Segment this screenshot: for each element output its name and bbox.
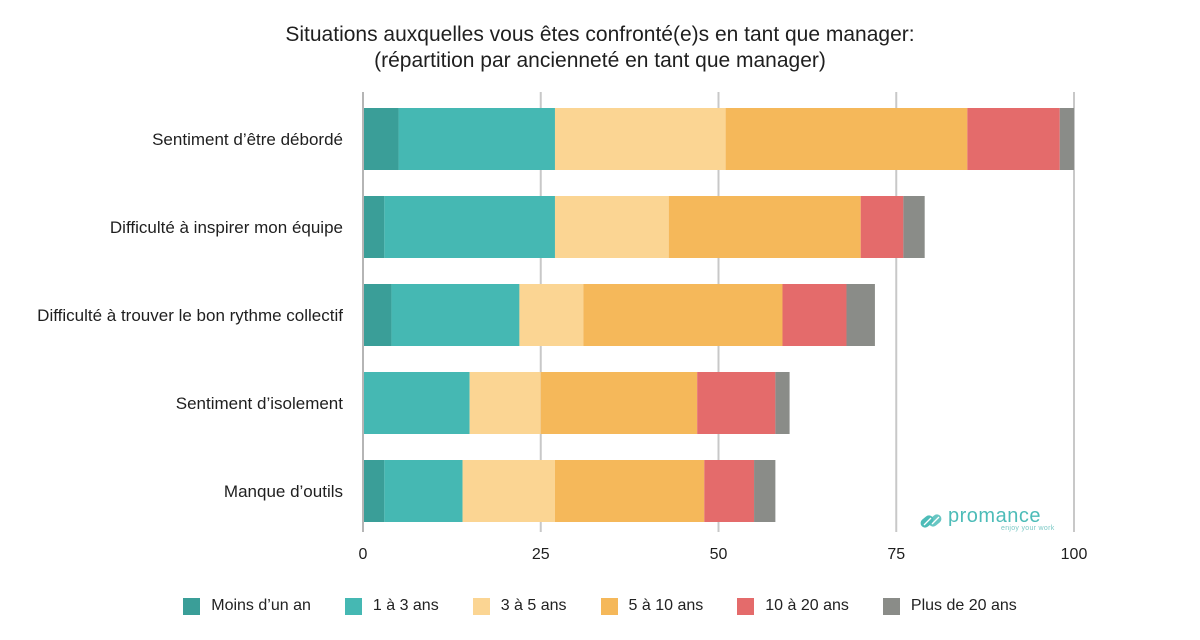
bar-segment-5-3 (462, 460, 555, 522)
bars (363, 108, 1074, 522)
tick-labels: 0 25 50 75 100 (359, 546, 1088, 563)
bar-segment-1-1 (363, 108, 399, 170)
legend-label: Moins d’un an (211, 597, 311, 614)
bar-segment-2-3 (554, 196, 669, 258)
bar-segment-5-5 (704, 460, 755, 522)
legend-label: Plus de 20 ans (910, 597, 1017, 614)
bar-segment-3-5 (782, 284, 847, 346)
bar-segment-4-3 (469, 372, 541, 434)
chart-title: Situations auxquelles vous êtes confront… (0, 22, 1200, 74)
bar-segment-3-4 (583, 284, 783, 346)
bar-segment-5-1 (363, 460, 385, 522)
bar-segment-1-6 (1059, 108, 1074, 170)
legend-label: 5 à 10 ans (628, 597, 704, 614)
category-label: Sentiment d’être débordé (152, 130, 343, 149)
bar-segment-3-3 (519, 284, 584, 346)
legend-label: 3 à 5 ans (500, 597, 567, 614)
chart-legend: Moins d’un an 1 à 3 ans 3 à 5 ans 5 à 10 an… (0, 597, 1200, 615)
bar-segment-4-2 (363, 372, 470, 434)
bar-segment-5-6 (754, 460, 776, 522)
legend-item: Moins d’un an (183, 597, 311, 615)
legend-label: 1 à 3 ans (372, 597, 439, 614)
chart-title-line-2: (répartition par ancienneté en tant que … (374, 49, 826, 72)
bar-segment-4-4 (540, 372, 698, 434)
category-label: Difficulté à trouver le bon rythme colle… (37, 306, 343, 325)
bar-segment-4-5 (697, 372, 776, 434)
x-tick-label: 25 (532, 546, 550, 563)
legend-swatch (882, 597, 900, 615)
legend-item: 3 à 5 ans (472, 597, 567, 615)
category-label: Difficulté à inspirer mon équipe (110, 218, 343, 237)
stacked-bar-chart: Sentiment d’être débordé Difficulté à ins… (37, 92, 1088, 563)
bar-segment-1-3 (554, 108, 726, 170)
bar-segment-3-6 (846, 284, 875, 346)
x-tick-label: 0 (359, 546, 368, 563)
bar-segment-5-2 (384, 460, 463, 522)
bar-segment-3-1 (363, 284, 392, 346)
legend-swatch (472, 597, 490, 615)
chart-title-line-1: Situations auxquelles vous êtes confront… (285, 23, 915, 46)
x-tick-label: 50 (710, 546, 728, 563)
bar-segment-2-1 (363, 196, 385, 258)
category-label: Sentiment d’isolement (176, 394, 344, 413)
bar-segment-4-6 (775, 372, 790, 434)
bar-segment-5-4 (554, 460, 705, 522)
legend-label: 10 à 20 ans (765, 597, 849, 614)
category-labels: Sentiment d’être débordé Difficulté à ins… (37, 130, 343, 501)
legend-item: 5 à 10 ans (600, 597, 704, 615)
logo-name: promance (948, 505, 1041, 527)
legend-swatch (737, 597, 755, 615)
bar-segment-1-5 (967, 108, 1060, 170)
promance-logo: promance enjoy your work (918, 505, 1058, 541)
bar-segment-2-2 (384, 196, 555, 258)
bar-segment-2-5 (860, 196, 904, 258)
bar-segment-1-4 (725, 108, 968, 170)
bar-segment-3-2 (391, 284, 520, 346)
legend-item: 10 à 20 ans (737, 597, 849, 615)
bar-segment-1-2 (398, 108, 555, 170)
x-tick-label: 100 (1061, 546, 1088, 563)
category-label: Manque d’outils (224, 482, 343, 501)
legend-item: Plus de 20 ans (882, 597, 1017, 615)
legend-swatch (600, 597, 618, 615)
legend-swatch (344, 597, 362, 615)
bar-segment-2-4 (668, 196, 861, 258)
bar-segment-2-6 (903, 196, 925, 258)
logo-tagline: enjoy your work (1001, 525, 1055, 532)
x-tick-label: 75 (887, 546, 905, 563)
legend-item: 1 à 3 ans (344, 597, 439, 615)
legend-swatch (183, 597, 201, 615)
promance-logo-icon (920, 514, 942, 528)
